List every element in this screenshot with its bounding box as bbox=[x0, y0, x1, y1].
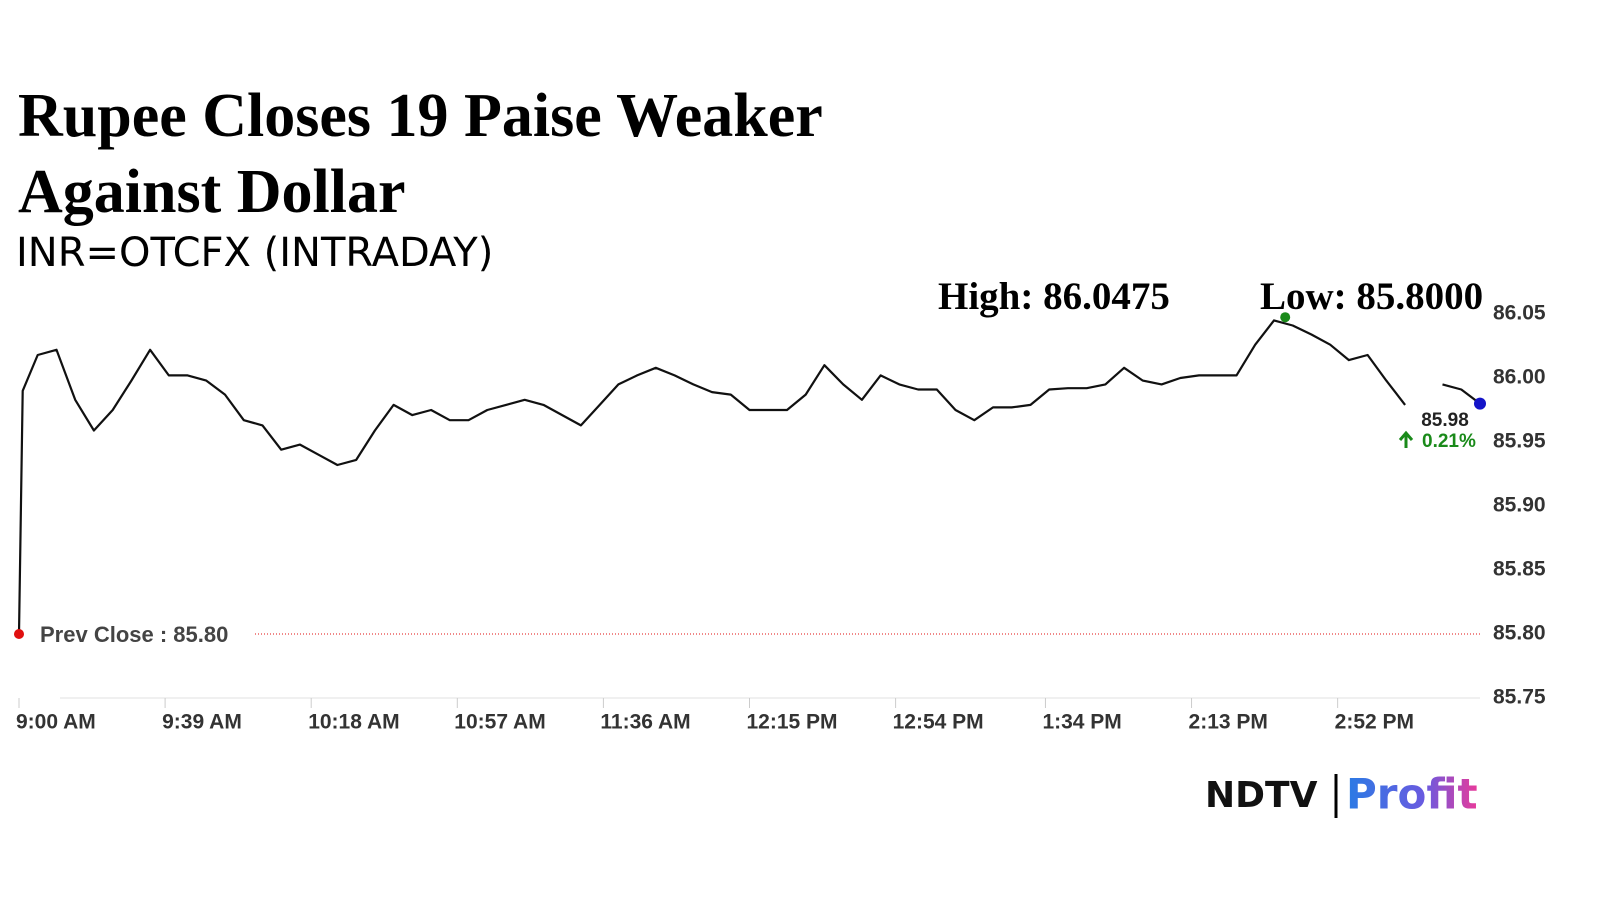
x-tick-label: 2:52 PM bbox=[1335, 711, 1414, 734]
x-tick-label: 11:36 AM bbox=[600, 711, 690, 734]
y-tick-label: 85.85 bbox=[1493, 558, 1546, 581]
x-tick-label: 1:34 PM bbox=[1042, 711, 1121, 734]
x-tick-label: 2:13 PM bbox=[1189, 711, 1268, 734]
low-label: Low: 85.8000 bbox=[1260, 275, 1483, 318]
prev-close-label: Prev Close : 85.80 bbox=[40, 622, 228, 647]
high-label: High: 86.0475 bbox=[938, 275, 1170, 318]
change-label: 0.21% bbox=[1422, 431, 1476, 452]
x-tick-label: 9:39 AM bbox=[162, 711, 242, 734]
last-price-label: 85.98 bbox=[1421, 410, 1469, 431]
logo-brand: NDTV bbox=[1205, 775, 1318, 816]
chart-subtitle: INR=OTCFX (INTRADAY) bbox=[16, 230, 494, 276]
last-dot bbox=[1474, 397, 1486, 410]
x-tick-label: 10:18 AM bbox=[308, 711, 399, 734]
chart-title: Rupee Closes 19 Paise Weaker Against Dol… bbox=[18, 82, 822, 226]
up-arrow bbox=[1398, 430, 1414, 448]
y-tick-label: 85.75 bbox=[1493, 686, 1546, 709]
x-tick-label: 12:54 PM bbox=[893, 711, 984, 734]
x-tick-label: 10:57 AM bbox=[454, 711, 545, 734]
y-tick-label: 85.90 bbox=[1493, 494, 1546, 517]
x-tick-label: 12:15 PM bbox=[747, 711, 838, 734]
prev-close-dot bbox=[14, 629, 24, 639]
logo-product: Profit bbox=[1346, 770, 1478, 819]
price-line bbox=[17, 319, 1481, 635]
high-dot bbox=[1280, 312, 1291, 323]
x-tick-label: 9:00 AM bbox=[16, 711, 96, 734]
y-tick-label: 85.95 bbox=[1493, 430, 1546, 453]
y-tick-label: 85.80 bbox=[1493, 622, 1546, 645]
y-tick-label: 86.05 bbox=[1493, 302, 1546, 325]
y-tick-label: 86.00 bbox=[1493, 366, 1546, 389]
